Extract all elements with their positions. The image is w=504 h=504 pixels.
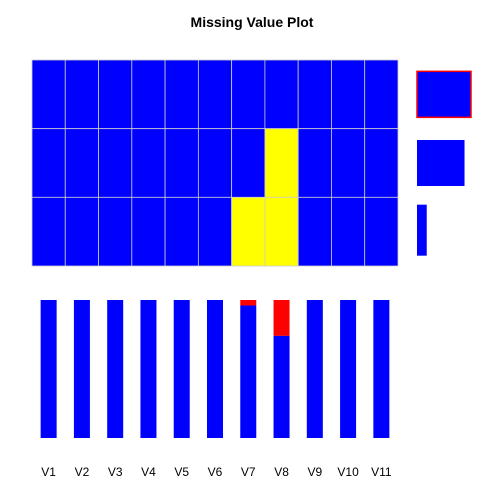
pattern-frequency-bar-1 bbox=[416, 70, 472, 119]
pattern-cell-3-V11 bbox=[364, 196, 399, 267]
observed-bar-V2 bbox=[73, 300, 90, 438]
pattern-cell-1-V10 bbox=[331, 59, 366, 130]
observed-bar-V6 bbox=[207, 300, 223, 438]
pattern-cell-2-V7 bbox=[231, 128, 266, 198]
missing-bar-V8 bbox=[273, 300, 290, 336]
pattern-cell-2-V5 bbox=[164, 128, 199, 198]
pattern-cell-1-V8 bbox=[264, 59, 299, 130]
missing-bar-V7 bbox=[240, 300, 257, 306]
observed-bar-V3 bbox=[107, 300, 124, 438]
pattern-cell-1-V11 bbox=[364, 59, 399, 130]
pattern-cell-3-V6 bbox=[197, 196, 233, 267]
variable-label-V7: V7 bbox=[241, 465, 256, 479]
variable-label-V10: V10 bbox=[337, 465, 359, 479]
pattern-cell-1-V4 bbox=[131, 59, 166, 130]
pattern-frequency-bars bbox=[416, 70, 472, 256]
pattern-cell-2-V3 bbox=[98, 128, 133, 198]
pattern-cell-3-V4 bbox=[131, 196, 166, 267]
variable-label-V3: V3 bbox=[108, 465, 123, 479]
pattern-cell-1-V9 bbox=[297, 59, 332, 130]
observed-bar-V8 bbox=[273, 335, 290, 438]
variable-label-V4: V4 bbox=[141, 465, 156, 479]
observed-bar-V1 bbox=[40, 300, 57, 438]
pattern-cell-1-V6 bbox=[197, 59, 233, 130]
pattern-grid bbox=[31, 59, 399, 267]
observed-bar-V10 bbox=[340, 300, 357, 438]
pattern-cell-3-V1 bbox=[31, 196, 66, 267]
pattern-cell-1-V5 bbox=[164, 59, 199, 130]
variable-label-V1: V1 bbox=[41, 465, 56, 479]
pattern-cell-2-V6 bbox=[197, 128, 233, 198]
pattern-cell-1-V2 bbox=[64, 59, 99, 130]
pattern-cell-3-V9 bbox=[297, 196, 332, 267]
pattern-cell-1-V3 bbox=[98, 59, 133, 130]
pattern-cell-2-V1 bbox=[31, 128, 66, 198]
variable-label-V5: V5 bbox=[174, 465, 189, 479]
pattern-cell-2-V4 bbox=[131, 128, 166, 198]
observed-bar-V7 bbox=[240, 305, 257, 438]
pattern-cell-3-V5 bbox=[164, 196, 199, 267]
pattern-cell-3-V10 bbox=[331, 196, 366, 267]
variable-labels: V1 V2 V3 V4 V5 V6 V7 V8 V9 V10 V11 bbox=[41, 465, 392, 479]
variable-label-V8: V8 bbox=[274, 465, 289, 479]
pattern-cell-3-V7 bbox=[231, 196, 266, 267]
pattern-cell-1-V7 bbox=[231, 59, 266, 130]
pattern-cell-3-V8 bbox=[264, 196, 299, 267]
pattern-frequency-bar-3 bbox=[417, 204, 427, 256]
variable-label-V2: V2 bbox=[75, 465, 90, 479]
pattern-cell-3-V2 bbox=[64, 196, 99, 267]
pattern-cell-2-V8 bbox=[264, 128, 299, 198]
pattern-cell-2-V10 bbox=[331, 128, 366, 198]
pattern-frequency-bar-2 bbox=[417, 140, 465, 186]
chart-title: Missing Value Plot bbox=[191, 14, 314, 30]
variable-label-V9: V9 bbox=[307, 465, 322, 479]
pattern-cell-1-V1 bbox=[31, 59, 66, 130]
pattern-cell-2-V2 bbox=[64, 128, 99, 198]
observed-bar-V11 bbox=[373, 300, 390, 438]
variable-missing-bars bbox=[40, 300, 390, 438]
variable-label-V11: V11 bbox=[371, 465, 392, 479]
variable-label-V6: V6 bbox=[208, 465, 223, 479]
pattern-cell-2-V11 bbox=[364, 128, 399, 198]
pattern-cell-3-V3 bbox=[98, 196, 133, 267]
observed-bar-V9 bbox=[306, 300, 323, 438]
pattern-cell-2-V9 bbox=[297, 128, 332, 198]
observed-bar-V4 bbox=[140, 300, 157, 438]
observed-bar-V5 bbox=[173, 300, 190, 438]
